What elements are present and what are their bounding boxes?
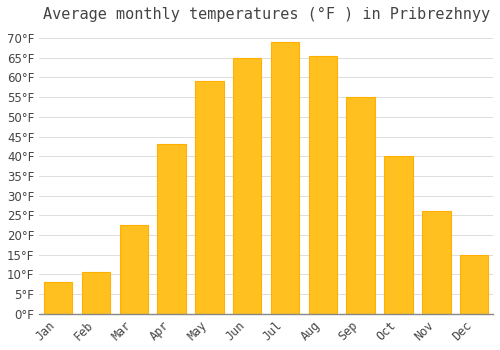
Title: Average monthly temperatures (°F ) in Pribrezhnyy: Average monthly temperatures (°F ) in Pr…	[42, 7, 490, 22]
Bar	[422, 211, 450, 314]
Bar	[158, 145, 186, 314]
Bar	[384, 156, 412, 314]
Bar	[120, 225, 148, 314]
Bar	[271, 42, 299, 314]
Bar	[195, 81, 224, 314]
Bar	[308, 56, 337, 314]
Bar	[233, 58, 262, 314]
Bar	[44, 282, 72, 314]
Bar	[82, 273, 110, 314]
Bar	[460, 255, 488, 314]
Bar	[346, 97, 375, 314]
